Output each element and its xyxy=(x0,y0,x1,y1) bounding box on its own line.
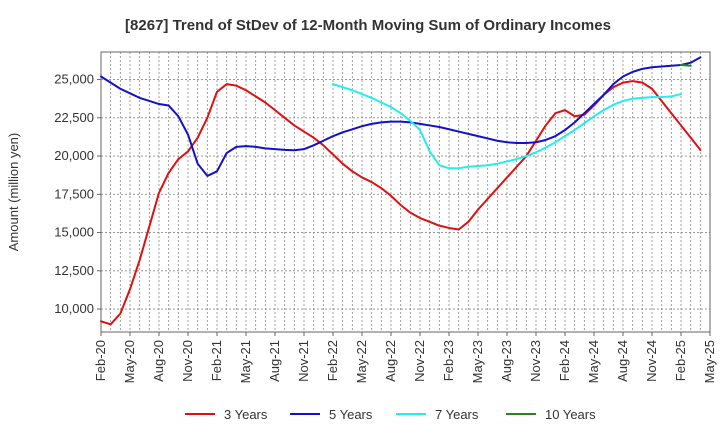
y-tick-label: 17,500 xyxy=(54,186,94,201)
x-tick-label: May-20 xyxy=(122,340,137,383)
series-layer xyxy=(100,56,702,326)
y-tick-label: 15,000 xyxy=(54,225,94,240)
series-line-10-years xyxy=(680,64,692,67)
x-tick-label: Feb-21 xyxy=(209,340,224,381)
y-axis: 10,000 12,500 15,000 17,500 20,000 22,500 25,0… xyxy=(54,72,101,316)
chart-title: [8267] Trend of StDev of 12-Month Moving… xyxy=(125,17,611,34)
x-tick-label: Aug-20 xyxy=(151,340,166,382)
x-tick-label: Nov-21 xyxy=(296,340,311,382)
legend-label: 5 Years xyxy=(329,407,373,422)
x-tick-label: Feb-20 xyxy=(93,340,108,381)
x-tick-label: Nov-20 xyxy=(180,340,195,382)
y-axis-label: Amount (million yen) xyxy=(6,133,21,252)
x-tick-label: Aug-21 xyxy=(267,340,282,382)
series-line-7-years xyxy=(332,83,682,170)
y-tick-label: 12,500 xyxy=(54,263,94,278)
x-tick-label: Aug-24 xyxy=(615,340,630,382)
legend: 3 Years 5 Years 7 Years 10 Years xyxy=(185,407,596,422)
x-tick-label: May-25 xyxy=(702,340,717,383)
x-tick-label: Feb-22 xyxy=(325,340,340,381)
y-tick-label: 25,000 xyxy=(54,72,94,87)
x-tick-label: May-21 xyxy=(238,340,253,383)
x-tick-label: Nov-23 xyxy=(528,340,543,382)
x-tick-label: Feb-24 xyxy=(557,340,572,381)
y-tick-label: 10,000 xyxy=(54,301,94,316)
x-tick-label: Nov-22 xyxy=(412,340,427,382)
x-tick-label: Feb-23 xyxy=(441,340,456,381)
y-tick-label: 22,500 xyxy=(54,110,94,125)
legend-label: 7 Years xyxy=(435,407,479,422)
x-tick-label: May-23 xyxy=(470,340,485,383)
x-tick-label: Aug-22 xyxy=(383,340,398,382)
x-tick-label: May-24 xyxy=(586,340,601,383)
y-tick-label: 20,000 xyxy=(54,148,94,163)
x-tick-label: Aug-23 xyxy=(499,340,514,382)
x-axis: Feb-20 May-20 Aug-20 Nov-20 Feb-21 May-21 Aug-… xyxy=(93,332,717,383)
x-tick-label: May-22 xyxy=(354,340,369,383)
grid xyxy=(101,52,710,332)
series-line-5-years xyxy=(100,56,702,177)
legend-label: 3 Years xyxy=(224,407,268,422)
legend-label: 10 Years xyxy=(545,407,596,422)
x-tick-label: Nov-24 xyxy=(644,340,659,382)
plot-frame xyxy=(100,51,711,333)
x-tick-label: Feb-25 xyxy=(673,340,688,381)
